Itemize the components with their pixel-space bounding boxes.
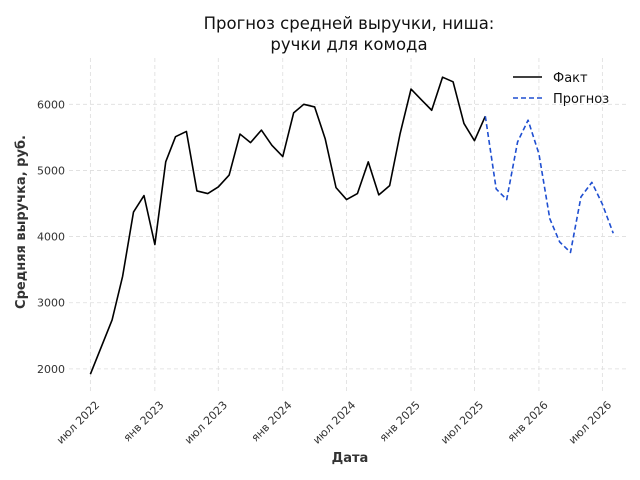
grid-layer [69,58,629,392]
legend-label-forecast: Прогноз [553,92,609,107]
x-tick-label: июл 2025 [438,399,486,447]
legend: Факт Прогноз [513,71,609,107]
x-tick-label: июл 2023 [182,399,230,447]
x-tick-label: июл 2024 [310,399,358,447]
x-tick-label: янв 2025 [377,399,423,445]
y-tick-label: 3000 [37,297,65,310]
y-tick-labels: 2000 3000 4000 5000 6000 [37,98,65,376]
y-tick-label: 5000 [37,164,65,177]
series-line-fact [89,76,487,375]
chart-title-line-1: Прогноз средней выручки, ниша: [204,14,495,33]
chart-title-line-2: ручки для комода [270,35,427,54]
y-tick-label: 6000 [37,98,65,111]
x-tick-labels: июл 2022 янв 2023 июл 2023 янв 2024 июл 2024… [54,399,614,447]
x-axis-label: Дата [332,451,369,466]
x-tick-label: июл 2022 [54,399,102,447]
series-line-forecast [484,116,614,254]
y-tick-label: 4000 [37,231,65,244]
series-layer [89,76,614,375]
x-tick-label: янв 2026 [505,399,551,445]
y-axis-label: Средняя выручка, руб. [14,135,29,309]
legend-label-fact: Факт [553,71,588,86]
y-tick-label: 2000 [37,363,65,376]
x-tick-label: янв 2023 [121,399,167,445]
x-tick-label: июл 2026 [566,399,614,447]
x-tick-label: янв 2024 [249,399,295,445]
